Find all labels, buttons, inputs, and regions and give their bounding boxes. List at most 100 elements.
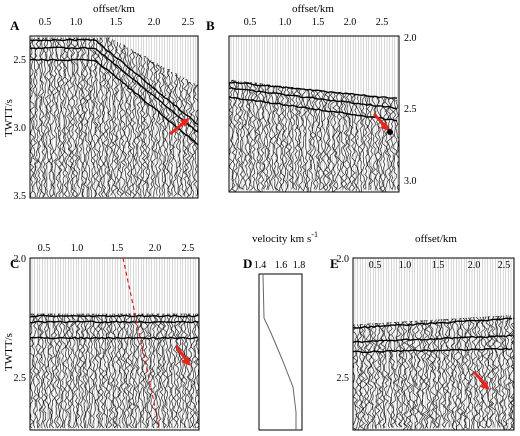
seismic-trace [362,323,369,430]
seismic-trace [275,85,281,192]
seismic-trace [167,313,173,429]
seismic-trace [374,323,382,429]
seismic-trace [388,322,395,428]
seismic-trace [63,37,69,198]
seismic-trace [393,322,399,428]
seismic-trace [458,318,465,430]
panel-letter-e: E [330,256,339,271]
seismic-trace [76,37,82,198]
seismic-trace [55,313,61,429]
reflection-band [30,46,198,133]
panel-b-x-tick: 1.5 [312,17,325,28]
seismic-trace [477,317,483,429]
seismic-trace [183,79,189,197]
seismic-trace [481,316,488,429]
seismic-trace [376,97,382,192]
panel-b-frame [228,35,400,193]
seismic-trace [174,313,181,429]
seismic-trace [68,37,74,198]
seismic-trace [316,90,323,190]
panel-b-x-tick: 1.0 [279,17,292,28]
seismic-trace [120,313,126,429]
seismic-trace [353,94,359,192]
seismic-trace [379,97,385,192]
seismic-trace [112,313,118,429]
seismic-trace [364,323,372,430]
seismic-trace [461,317,467,430]
panel-letter-d: D [243,256,252,271]
seismic-trace [167,70,173,198]
seismic-trace [76,313,82,429]
seismic-trace [123,313,129,429]
seismic-trace [102,313,108,429]
seismic-trace [427,320,434,429]
seismic-trace [272,85,278,191]
reflection-band [30,314,199,318]
reflection-band [30,320,199,324]
panel-b-seismic-traces [229,36,399,192]
panel-e-y-tick: 2.5 [337,373,350,384]
seismic-trace [238,81,244,190]
seismic-trace [373,323,379,429]
seismic-trace [464,317,470,430]
reflection-band [353,334,513,344]
seismic-trace [419,320,426,429]
seismic-trace [52,37,58,198]
panel-a-x-tick: 1.0 [70,17,83,28]
seismic-trace [469,317,475,429]
panel-e-axes: 0.5 1.0 1.5 2.0 2.5 2.0 2.5 [337,254,511,384]
seismic-trace [71,313,76,429]
seismic-trace [353,324,359,430]
seismic-trace [89,313,95,429]
seismic-trace [363,96,369,190]
reflection-band [353,347,513,354]
seismic-trace [290,87,296,190]
panel-c-x-tick: 2.0 [149,243,162,254]
panel-a-seismic-traces [30,36,198,198]
panel-b: B offset/km 0.5 1.0 1.5 2.0 2.5 2.0 2.5 … [206,3,417,193]
seismic-trace [430,319,436,429]
seismic-trace [453,318,460,430]
seismic-trace [47,37,53,198]
panel-a-x-axis-title: offset/km [93,3,135,15]
seismic-trace [34,37,40,198]
seismic-trace [314,90,320,190]
panel-d-axes: 1.4 1.6 1.8 [254,260,306,271]
seismic-trace [259,83,265,192]
seismic-trace [257,83,262,192]
panel-c: C TWTT/s 0.5 1.0 1.5 2.0 2.5 2.0 2.5 [3,243,200,431]
seismic-trace [241,81,247,190]
panel-b-x-axis-title: offset/km [292,3,334,15]
seismic-trace [169,313,175,429]
seismic-trace [396,321,403,428]
seismic-trace [332,92,338,192]
seismic-trace [382,98,387,192]
panel-a-red-arrow [169,118,190,136]
panel-d-x-tick: 1.4 [254,260,267,271]
seismic-trace [395,99,399,191]
seismic-trace [162,67,167,198]
seismic-trace [440,319,447,428]
seismic-trace [471,317,478,429]
panel-b-red-arrow [372,112,393,135]
seismic-trace [83,37,90,198]
seismic-trace [327,91,333,192]
seismic-trace [285,86,291,190]
seismic-trace [342,93,348,191]
panel-a-frame [29,35,199,199]
seismic-trace [159,313,165,429]
seismic-trace [489,316,496,428]
panel-c-y-tick: 2.5 [14,373,27,384]
seismic-trace [296,88,302,191]
seismic-trace [78,37,84,198]
seismic-trace [34,313,40,429]
seismic-trace [309,89,314,192]
panel-c-x-tick: 0.5 [38,243,51,254]
panel-b-x-tick: 0.5 [244,17,257,28]
seismic-trace [371,97,377,191]
seismic-trace [164,313,170,429]
seismic-trace [146,59,152,198]
seismic-trace [246,82,252,191]
seismic-trace [73,37,79,198]
seismic-trace [254,83,260,192]
